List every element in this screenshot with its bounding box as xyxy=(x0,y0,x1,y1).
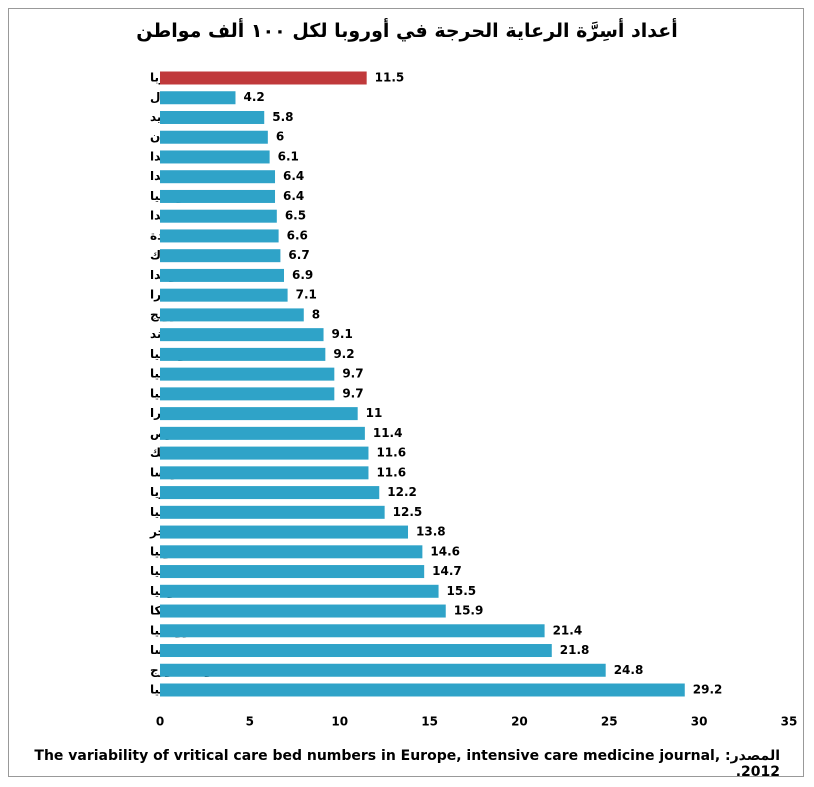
bar xyxy=(160,170,276,184)
bar xyxy=(160,71,367,85)
bar xyxy=(160,545,423,559)
bar xyxy=(160,407,358,421)
x-tick-label: 10 xyxy=(331,715,348,729)
bar xyxy=(160,110,265,124)
value-label: 21.4 xyxy=(553,623,583,637)
bar xyxy=(160,446,369,460)
chart-title: أعداد أسِرَّة الرعاية الحرجة في أوروبا ل… xyxy=(136,20,678,42)
x-tick-label: 30 xyxy=(691,715,708,729)
bar xyxy=(160,308,304,322)
value-label: 11.6 xyxy=(376,446,406,460)
bar xyxy=(160,644,552,658)
bar xyxy=(160,604,446,618)
value-label: 9.2 xyxy=(333,347,354,361)
bar xyxy=(160,209,277,223)
value-label: 6.5 xyxy=(285,209,306,223)
bar xyxy=(160,288,288,302)
bar xyxy=(160,663,606,677)
bar xyxy=(160,387,335,401)
value-label: 11.5 xyxy=(375,71,405,85)
bar xyxy=(160,367,335,381)
bar xyxy=(160,91,236,105)
bar xyxy=(160,347,326,361)
bar xyxy=(160,426,365,440)
value-label: 5.8 xyxy=(272,110,293,124)
bar xyxy=(160,505,385,519)
x-tick-label: 25 xyxy=(601,715,618,729)
x-tick-label: 0 xyxy=(156,715,164,729)
value-label: 11.6 xyxy=(376,465,406,479)
value-label: 14.6 xyxy=(430,544,460,558)
bar xyxy=(160,229,279,243)
bar xyxy=(160,249,281,263)
value-label: 7.1 xyxy=(296,288,317,302)
value-label: 11 xyxy=(366,406,383,420)
x-tick-label: 5 xyxy=(246,715,254,729)
value-label: 4.2 xyxy=(243,90,264,104)
x-tick-label: 15 xyxy=(421,715,438,729)
bar xyxy=(160,584,439,598)
value-label: 6.9 xyxy=(292,268,313,282)
value-label: 11.4 xyxy=(373,426,403,440)
bar xyxy=(160,328,324,342)
bar xyxy=(160,268,285,282)
value-label: 6.1 xyxy=(278,149,299,163)
value-label: 21.8 xyxy=(560,643,590,657)
bar xyxy=(160,189,276,203)
value-label: 6.6 xyxy=(287,228,308,242)
value-label: 13.8 xyxy=(416,525,446,539)
bar xyxy=(160,565,425,579)
value-label: 12.5 xyxy=(393,505,423,519)
value-label: 6.4 xyxy=(283,189,304,203)
bar xyxy=(160,130,268,144)
value-label: 14.7 xyxy=(432,564,462,578)
bar xyxy=(160,466,369,480)
bar xyxy=(160,683,685,697)
bar xyxy=(160,525,409,539)
source: المصدر: The variability of vritical care… xyxy=(34,748,780,780)
value-label: 6 xyxy=(276,130,284,144)
bar xyxy=(160,624,545,638)
value-label: 9.7 xyxy=(342,386,363,400)
value-label: 6.7 xyxy=(288,248,309,262)
value-label: 29.2 xyxy=(693,683,723,697)
bar xyxy=(160,486,380,500)
value-label: 9.7 xyxy=(342,367,363,381)
value-label: 15.5 xyxy=(447,584,477,598)
value-label: 8 xyxy=(312,307,320,321)
value-label: 15.9 xyxy=(454,604,484,618)
bar xyxy=(160,150,270,164)
x-tick-label: 20 xyxy=(511,715,528,729)
value-label: 6.4 xyxy=(283,169,304,183)
frame xyxy=(8,8,804,777)
value-label: 24.8 xyxy=(614,663,644,677)
x-tick-label: 35 xyxy=(781,715,798,729)
value-label: 9.1 xyxy=(332,327,353,341)
value-label: 12.2 xyxy=(387,485,417,499)
